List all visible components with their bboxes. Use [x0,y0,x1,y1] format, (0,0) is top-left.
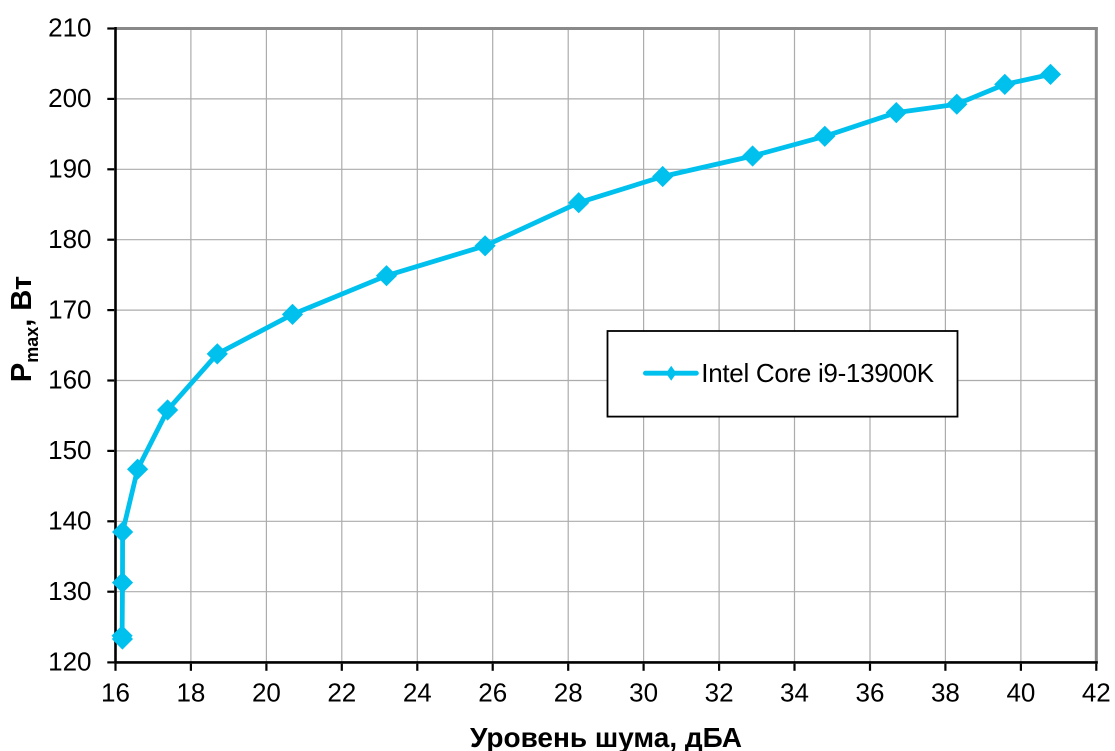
svg-text:32: 32 [705,678,734,708]
svg-text:26: 26 [478,678,507,708]
svg-text:28: 28 [554,678,583,708]
svg-text:140: 140 [48,506,91,536]
svg-text:20: 20 [252,678,281,708]
svg-text:130: 130 [48,576,91,606]
svg-text:30: 30 [629,678,658,708]
svg-text:36: 36 [856,678,885,708]
svg-text:38: 38 [931,678,960,708]
svg-text:22: 22 [327,678,356,708]
svg-text:120: 120 [48,647,91,677]
svg-text:150: 150 [48,435,91,465]
svg-text:16: 16 [101,678,130,708]
svg-text:190: 190 [48,154,91,184]
svg-text:210: 210 [48,13,91,43]
svg-text:180: 180 [48,224,91,254]
svg-text:18: 18 [176,678,205,708]
svg-text:Intel Core i9-13900K: Intel Core i9-13900K [701,358,934,388]
svg-text:Уровень шума, дБА: Уровень шума, дБА [470,722,742,751]
svg-text:34: 34 [780,678,809,708]
svg-text:24: 24 [403,678,432,708]
svg-text:42: 42 [1082,678,1111,708]
svg-text:170: 170 [48,294,91,324]
svg-text:160: 160 [48,365,91,395]
svg-text:200: 200 [48,83,91,113]
svg-text:40: 40 [1006,678,1035,708]
